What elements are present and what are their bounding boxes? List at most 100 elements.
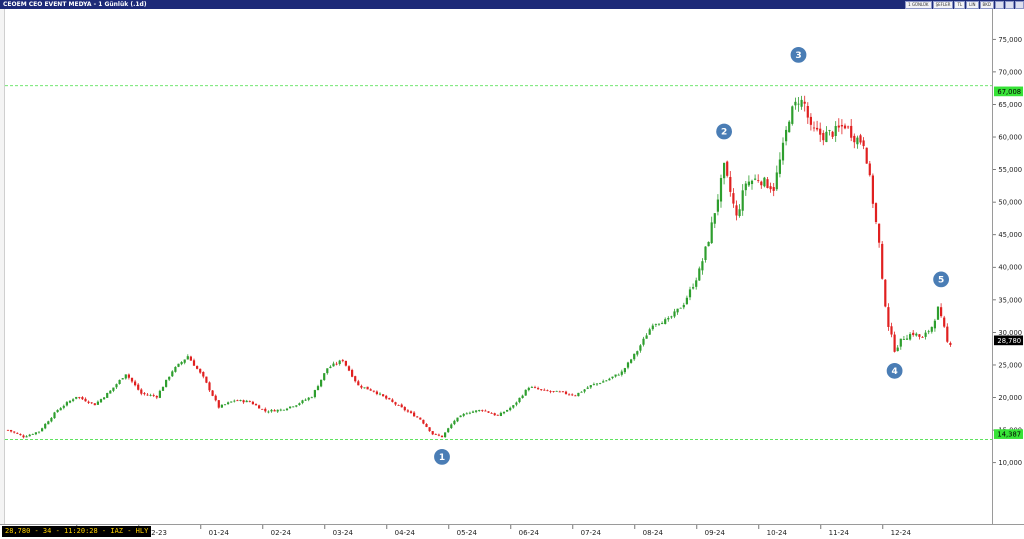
candle-body <box>589 385 592 388</box>
candle-body <box>704 246 707 261</box>
candle-body <box>896 347 899 352</box>
candle-body <box>772 187 775 191</box>
candle-body <box>509 407 512 411</box>
candle-body <box>688 289 692 298</box>
window-title: CEOEM CEO EVENT MEDYA - 1 Günlük (.1d) <box>3 1 147 8</box>
maximize-icon[interactable] <box>1005 0 1014 9</box>
candle-body <box>127 374 130 378</box>
wave-marker-label: 4 <box>891 367 897 377</box>
candle-body <box>72 399 75 401</box>
candle-body <box>341 360 344 362</box>
x-tick-label: 05-24 <box>457 529 478 537</box>
candle-body <box>106 392 109 398</box>
candle-body <box>741 190 744 211</box>
candle-body <box>99 399 103 403</box>
candle-body <box>692 287 695 289</box>
candle-body <box>22 435 25 438</box>
candle-body <box>78 397 81 398</box>
price-chart-plot[interactable]: 1 2 3 4 5 <box>5 9 992 524</box>
candle-body <box>53 412 56 419</box>
candle-body <box>623 368 626 373</box>
candle-body <box>236 400 239 402</box>
candle-body <box>803 101 806 104</box>
candle-body <box>220 404 223 408</box>
candle-body <box>577 392 580 397</box>
candle-body <box>192 360 196 366</box>
candle-body <box>59 408 62 411</box>
candle-body <box>118 379 121 384</box>
candle-body <box>626 362 630 368</box>
candle-body <box>921 337 924 338</box>
minimize-icon[interactable] <box>995 0 1004 9</box>
candle-body <box>859 135 862 143</box>
candle-body <box>316 386 320 391</box>
candle-body <box>840 125 843 127</box>
candle-body <box>140 389 143 394</box>
currency-selector[interactable]: TL <box>954 0 966 9</box>
candle-body <box>685 297 688 305</box>
x-tick-label: 10-24 <box>767 529 788 537</box>
candle-body <box>459 415 462 418</box>
candle-body <box>124 374 127 379</box>
candle-body <box>168 376 171 380</box>
candle-body <box>571 394 574 396</box>
wave-marker-label: 3 <box>795 51 801 61</box>
candle-body <box>282 409 285 411</box>
candle-body <box>936 306 940 320</box>
candle-body <box>357 381 360 386</box>
candle-body <box>487 411 490 413</box>
candle-body <box>946 326 949 342</box>
candle-body <box>254 404 258 406</box>
candle-body <box>586 387 589 389</box>
candle-body <box>633 353 636 360</box>
candle-body <box>347 366 351 371</box>
candle-body <box>905 338 909 340</box>
y-tick-label: 30,000 <box>998 329 1022 337</box>
candle-body <box>419 417 422 420</box>
x-tick-label: 07-24 <box>581 529 602 537</box>
candle-body <box>422 419 425 424</box>
wave-marker <box>931 270 951 289</box>
candle-body <box>199 368 202 373</box>
candle-body <box>434 433 437 435</box>
candle-body <box>344 360 347 366</box>
candle-body <box>109 390 112 394</box>
candle-body <box>174 366 177 372</box>
time-axis[interactable]: 11-2312-2301-2402-2403-2404-2405-2406-24… <box>0 524 1024 538</box>
horizontal-levels <box>5 85 992 440</box>
candle-body <box>171 371 174 377</box>
candle-body <box>645 335 648 339</box>
candle-body <box>667 317 670 320</box>
scale-selector[interactable]: LIN <box>966 0 979 9</box>
candle-body <box>611 376 614 379</box>
style-selector[interactable]: ŞEFLER <box>932 0 954 9</box>
candle-body <box>530 387 533 388</box>
candle-body <box>413 412 416 417</box>
candle-body <box>409 411 413 413</box>
candle-body <box>676 308 679 313</box>
candle-body <box>261 408 264 410</box>
mode-selector[interactable]: BKD <box>979 0 994 9</box>
period-selector[interactable]: 1 GÜNLÜK <box>905 0 932 9</box>
close-icon[interactable] <box>1015 0 1024 9</box>
candle-body <box>208 382 211 391</box>
candle-body <box>657 323 661 325</box>
level-label: 14,387 <box>997 431 1021 439</box>
candle-body <box>763 177 766 187</box>
candle-body <box>360 385 363 388</box>
candle-body <box>933 320 936 329</box>
price-axis[interactable]: 10,00015,00020,00025,00030,00035,00040,0… <box>992 9 1024 524</box>
candle-body <box>279 409 282 411</box>
candle-body <box>313 390 316 398</box>
y-tick-label: 25,000 <box>998 361 1022 369</box>
candle-body <box>50 417 53 422</box>
candle-body <box>506 409 509 412</box>
x-tick-label: 03-24 <box>333 529 354 537</box>
candle-body <box>372 390 375 392</box>
wave-marker-label: 2 <box>721 128 727 138</box>
candle-body <box>475 410 478 412</box>
candle-body <box>37 431 41 433</box>
candle-body <box>766 179 769 188</box>
drawing-tools-strip[interactable] <box>0 9 5 524</box>
x-tick-label: 08-24 <box>643 529 664 537</box>
